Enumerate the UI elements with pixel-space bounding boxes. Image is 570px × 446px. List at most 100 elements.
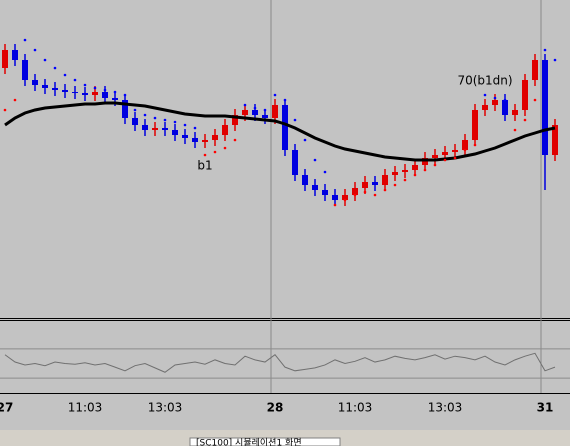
sar-dot [233, 138, 237, 142]
sar-dot [323, 170, 327, 174]
sar-dot [393, 183, 397, 187]
candle-body [42, 85, 48, 88]
candle-body [62, 90, 68, 92]
candle-body [132, 118, 138, 125]
sar-dot [43, 58, 47, 62]
sar-dot [143, 113, 147, 117]
x-tick-label: 28 [267, 401, 284, 415]
sar-dot [73, 78, 77, 82]
candle-body [332, 195, 338, 200]
candle-body [442, 152, 448, 155]
candle-body [142, 125, 148, 130]
sar-dot [373, 193, 377, 197]
sar-dot [433, 163, 437, 167]
sar-dot [363, 190, 367, 194]
sar-dot [473, 143, 477, 147]
candle-body [322, 190, 328, 195]
sar-dot [223, 146, 227, 150]
sar-dot [293, 118, 297, 122]
sar-dot [133, 108, 137, 112]
candle-body [242, 110, 248, 115]
candle-body [352, 188, 358, 195]
sar-dot [313, 158, 317, 162]
candle-body [72, 92, 78, 93]
candle-body [82, 93, 88, 95]
sar-dot [523, 118, 527, 122]
candle-body [302, 175, 308, 185]
x-tick-label: 11:03 [68, 401, 103, 415]
candle-body [372, 182, 378, 185]
x-tick-label: 13:03 [428, 401, 463, 415]
sar-dot [303, 138, 307, 142]
sar-dot [13, 98, 17, 102]
sar-dot [93, 86, 97, 90]
candle-body [2, 50, 8, 68]
sar-dot [463, 148, 467, 152]
sar-dot [153, 116, 157, 120]
candle-body [202, 140, 208, 142]
sar-dot [113, 90, 117, 94]
x-tick-label: 13:03 [148, 401, 183, 415]
sar-dot [403, 178, 407, 182]
candle-body [522, 80, 528, 110]
candle-body [222, 125, 228, 135]
sar-dot [183, 123, 187, 127]
candle-body [382, 175, 388, 185]
candle-body [92, 92, 98, 95]
candle-body [342, 195, 348, 200]
candle-body [152, 128, 158, 130]
sar-dot [203, 153, 207, 157]
moving-average [4, 101, 556, 162]
candle-body [172, 130, 178, 135]
candle-body [462, 140, 468, 150]
candle-body [492, 100, 498, 105]
sar-dot [53, 66, 57, 70]
candle-body [452, 150, 458, 152]
candle-body [32, 80, 38, 85]
candle-body [252, 110, 258, 115]
candle-body [12, 50, 18, 60]
sar-dot [283, 98, 287, 102]
sar-dot [423, 168, 427, 172]
x-tick-label: 31 [537, 401, 554, 415]
candle-body [52, 88, 58, 90]
candle-body [182, 135, 188, 138]
candle-body [512, 110, 518, 115]
sar-dot [173, 120, 177, 124]
sar-dot [103, 88, 107, 92]
candle-body [232, 115, 238, 125]
candle-body [122, 100, 128, 118]
candle-body [162, 128, 168, 130]
candle-body [552, 125, 558, 155]
candle-body [432, 155, 438, 158]
candle-body [102, 92, 108, 98]
tab[interactable] [189, 437, 341, 446]
sar-dot [253, 106, 257, 110]
candle-body [282, 105, 288, 150]
sar-dot [263, 108, 267, 112]
sar-dot [383, 188, 387, 192]
candle-body [272, 105, 278, 118]
sar-dot [503, 98, 507, 102]
sar-dot [553, 58, 557, 62]
candle-body [262, 115, 268, 118]
sar-dot [513, 128, 517, 132]
sar-dot [3, 108, 7, 112]
sar-dot [483, 93, 487, 97]
candle-body [472, 110, 478, 140]
candle-body [482, 105, 488, 110]
sar-dot [413, 173, 417, 177]
sar-dot [273, 93, 277, 97]
candle-body [112, 98, 118, 100]
candle-body [542, 60, 548, 155]
tab-label[interactable]: [SC100] 시뮬레이션1 화면 [196, 438, 302, 446]
candle-body [362, 182, 368, 188]
sar-dot [543, 48, 547, 52]
annotation: 70(b1dn) [457, 74, 512, 88]
sar-dot [493, 96, 497, 100]
sar-dot [453, 156, 457, 160]
candle-body [292, 150, 298, 175]
sar-dot [63, 73, 67, 77]
